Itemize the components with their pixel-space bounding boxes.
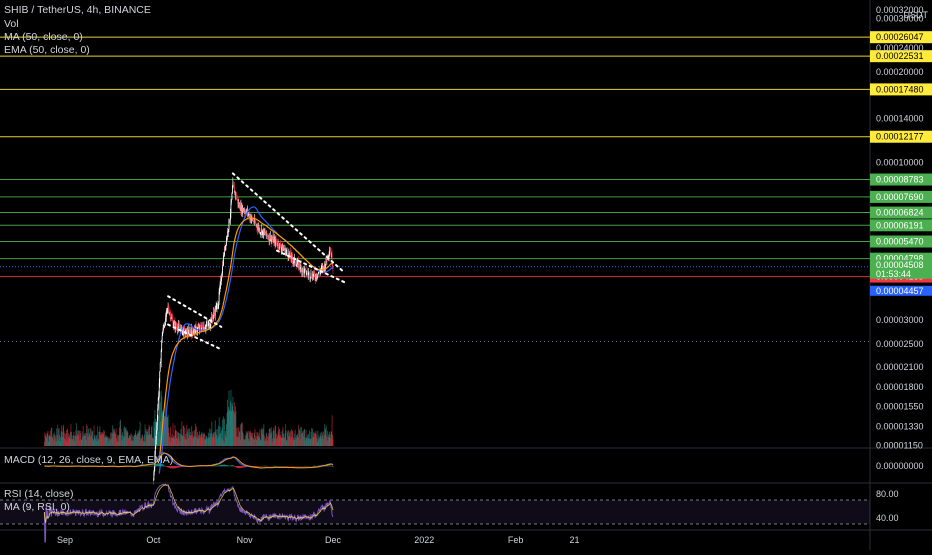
candle-body bbox=[193, 333, 194, 334]
price-badge-label: 01:53:44 bbox=[876, 269, 911, 279]
candle-body bbox=[232, 189, 233, 194]
y-tick-label: 0.00024000 bbox=[876, 43, 924, 53]
levels-layer: 0.000260470.000225310.000174800.00012177… bbox=[0, 31, 932, 341]
axis-layer: 0.000300000.000240000.000200000.00014000… bbox=[57, 5, 924, 545]
y-tick-label: 0.00002500 bbox=[876, 339, 924, 349]
macd-histogram-bar bbox=[333, 466, 334, 467]
y-tick-label: 0.00001550 bbox=[876, 402, 924, 412]
ema-line bbox=[159, 218, 333, 461]
price-badge-label: 0.00004457 bbox=[876, 286, 924, 296]
candle-body bbox=[296, 264, 297, 266]
candle-body bbox=[329, 251, 330, 255]
x-tick-label: Nov bbox=[237, 535, 254, 545]
y-tick-label: 0.00001150 bbox=[876, 441, 923, 451]
x-tick-label: 2022 bbox=[414, 535, 434, 545]
legend-rsi: RSI (14, close) bbox=[4, 488, 73, 500]
y-tick-label: 0.00001330 bbox=[876, 422, 924, 432]
level-badge-label: 0.00026047 bbox=[876, 32, 924, 42]
y-tick-label: 0.00001800 bbox=[876, 382, 924, 392]
chart-title: SHIB / TetherUS, 4h, BINANCE bbox=[4, 4, 151, 16]
y-tick-label: 0.00003000 bbox=[876, 315, 924, 325]
y-tick-label: 0.00010000 bbox=[876, 158, 924, 168]
candle-body bbox=[192, 328, 193, 331]
volume-bar bbox=[333, 440, 334, 446]
candle-body bbox=[231, 193, 232, 199]
candle-body bbox=[231, 200, 232, 203]
x-tick-label: Feb bbox=[508, 535, 524, 545]
x-tick-label: Sep bbox=[57, 535, 73, 545]
y-tick-label: 0.00002100 bbox=[876, 362, 924, 372]
legend-rsi-ma: MA (9, RSI, 0) bbox=[4, 501, 70, 513]
legend-ma: MA (50, close, 0) bbox=[4, 31, 83, 43]
candle-body bbox=[161, 350, 162, 362]
level-badge-label: 0.00017480 bbox=[876, 84, 924, 94]
rsi-tick-label: 40.00 bbox=[876, 513, 899, 523]
candle-body bbox=[160, 363, 161, 371]
candle-body bbox=[162, 336, 163, 340]
legend-vol: Vol bbox=[4, 18, 19, 30]
level-badge-label: 0.00007690 bbox=[876, 192, 924, 202]
y-tick-label: 0.00020000 bbox=[876, 67, 924, 77]
x-tick-label: Oct bbox=[146, 535, 161, 545]
rsi-layer bbox=[0, 484, 870, 542]
y-tick-label: 0.00014000 bbox=[876, 113, 924, 123]
legend-ema: EMA (50, close, 0) bbox=[4, 44, 90, 56]
candle-body bbox=[233, 182, 234, 185]
legend-macd: MACD (12, 26, close, 9, EMA, EMA) bbox=[4, 454, 173, 466]
rsi-tick-label: 80.00 bbox=[876, 489, 899, 499]
level-badge-label: 0.00005470 bbox=[876, 237, 924, 247]
x-tick-label: Dec bbox=[325, 535, 342, 545]
level-badge-label: 0.00012177 bbox=[876, 132, 924, 142]
candle-body bbox=[159, 371, 160, 383]
volume-layer bbox=[44, 390, 334, 446]
level-badge-label: 0.00006824 bbox=[876, 208, 924, 218]
macd-tick-label: 0.00000000 bbox=[876, 461, 924, 471]
candle-body bbox=[287, 250, 288, 253]
currency-label: USDT bbox=[904, 10, 929, 20]
volume-bar bbox=[223, 417, 224, 446]
level-badge-label: 0.00008783 bbox=[876, 175, 924, 185]
trend-layer bbox=[168, 173, 345, 349]
level-badge-label: 0.00006191 bbox=[876, 220, 924, 230]
candle-body bbox=[221, 277, 222, 281]
x-tick-label: 21 bbox=[569, 535, 579, 545]
